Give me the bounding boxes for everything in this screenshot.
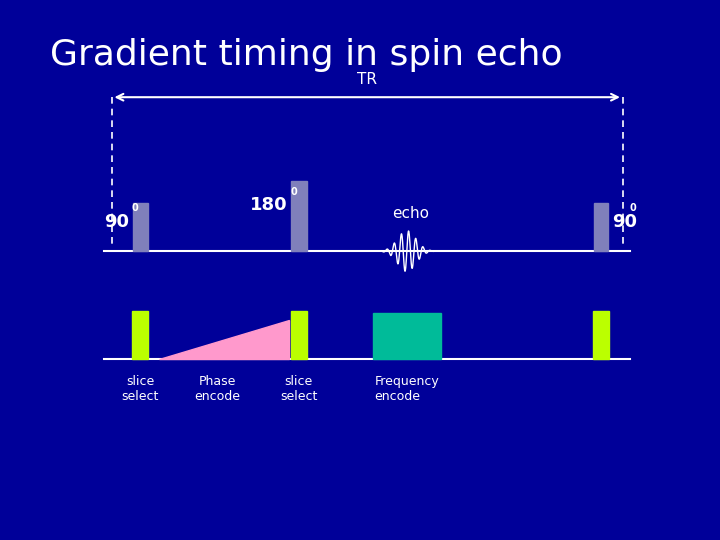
Bar (593, 310, 609, 359)
Bar (594, 202, 608, 251)
Text: TR: TR (357, 72, 377, 87)
Text: echo: echo (392, 206, 429, 221)
Bar (133, 202, 148, 251)
Bar (291, 310, 307, 359)
Bar (132, 310, 148, 359)
Text: Frequency
encode: Frequency encode (374, 375, 439, 403)
Text: 90: 90 (104, 213, 130, 231)
Text: 180: 180 (250, 197, 287, 214)
Text: slice
select: slice select (280, 375, 318, 403)
Text: Gradient timing in spin echo: Gradient timing in spin echo (50, 38, 563, 72)
Text: 90: 90 (612, 213, 637, 231)
Bar (373, 313, 441, 359)
Text: 0: 0 (132, 204, 138, 213)
Text: 0: 0 (630, 204, 636, 213)
Text: Phase
encode: Phase encode (194, 375, 240, 403)
Polygon shape (159, 320, 289, 359)
Bar (291, 181, 307, 251)
Text: 0: 0 (291, 187, 297, 197)
Text: slice
select: slice select (122, 375, 159, 403)
